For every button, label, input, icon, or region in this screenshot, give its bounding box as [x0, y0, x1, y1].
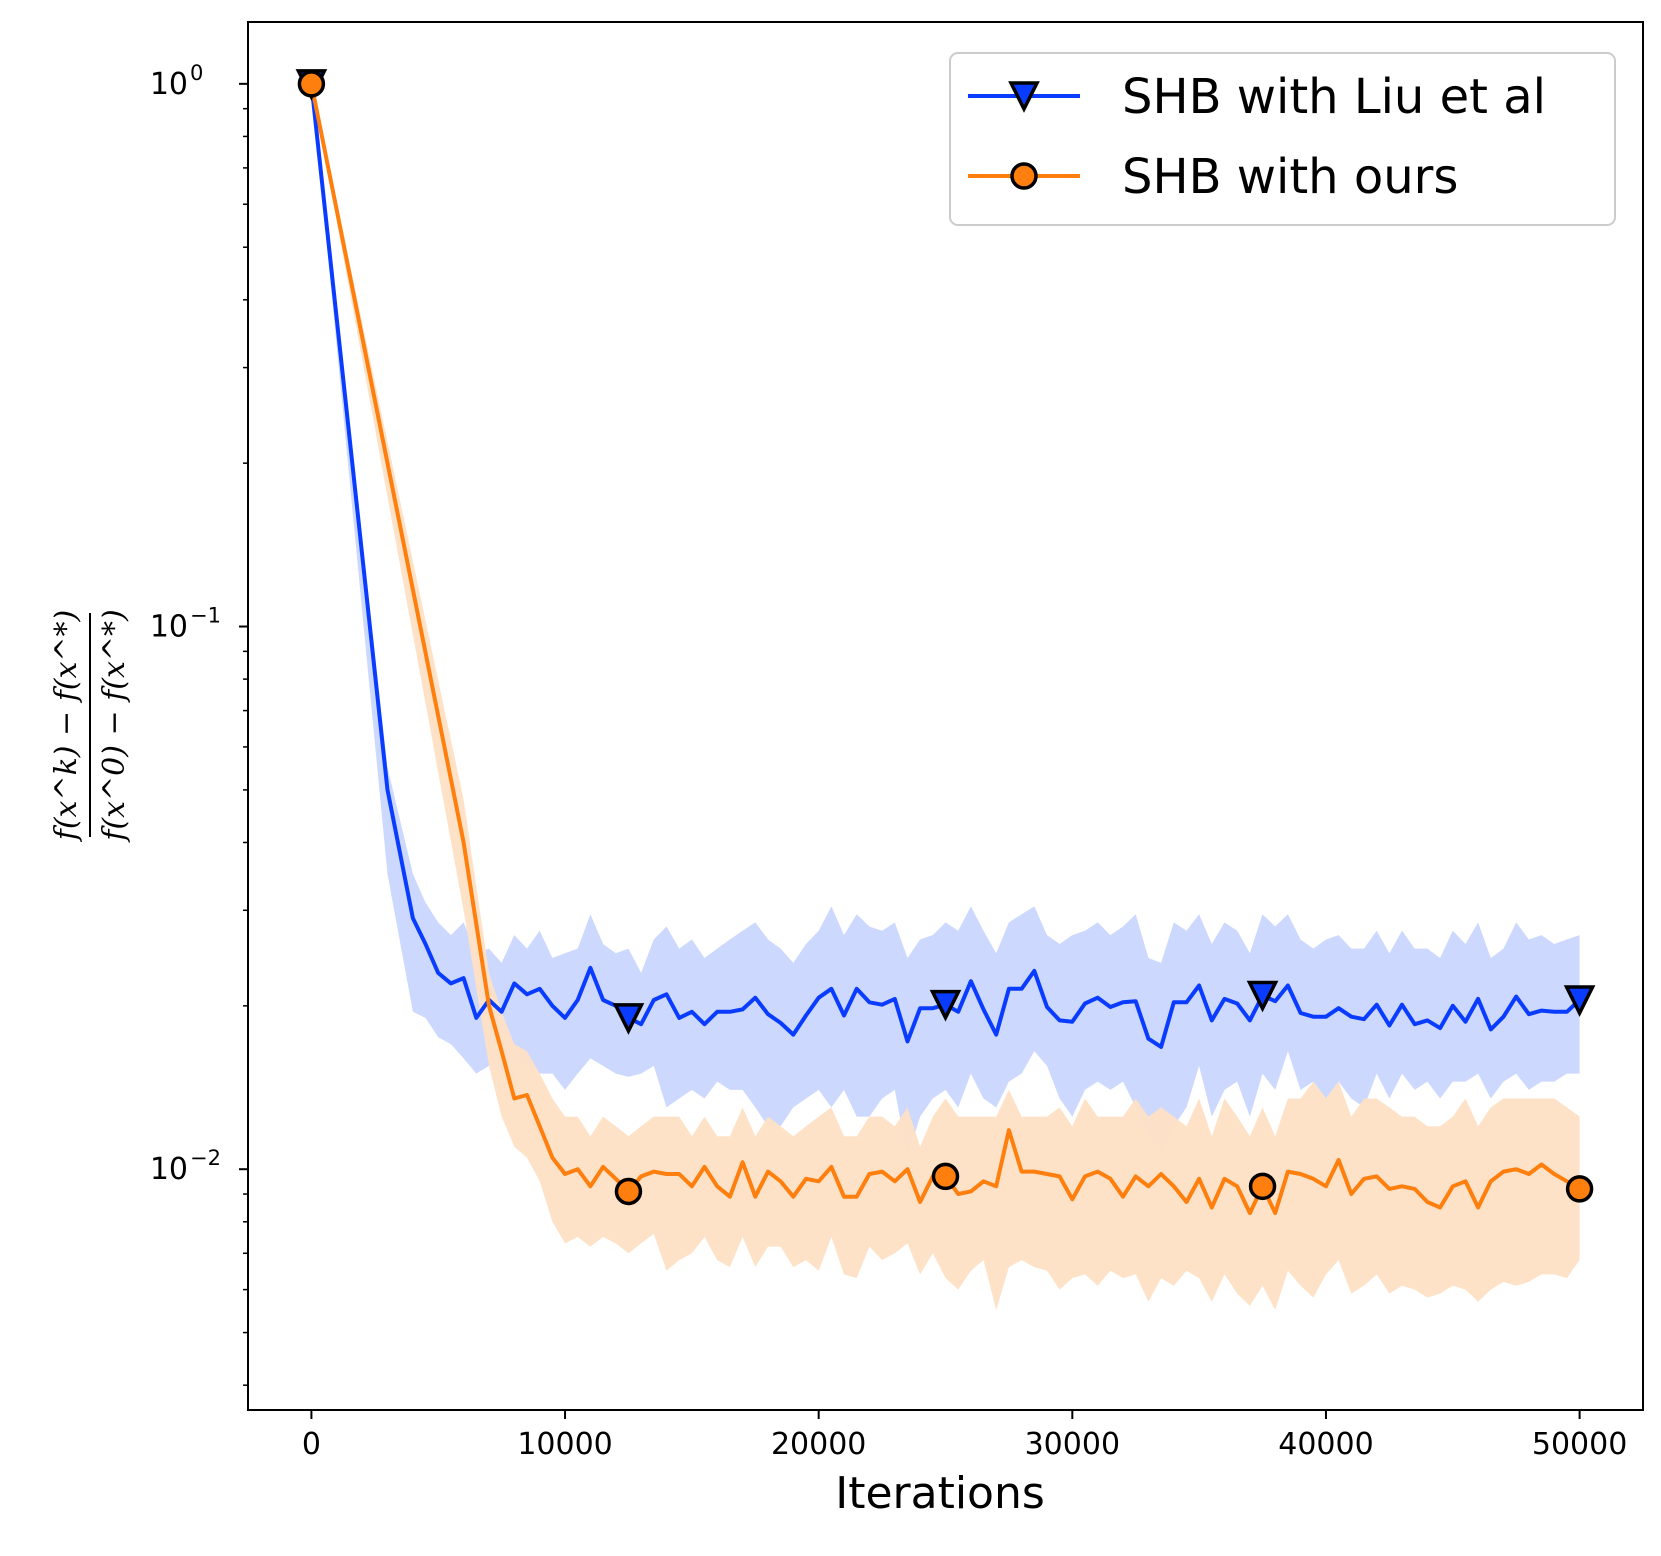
x-tick-label: 40000: [1278, 1427, 1373, 1462]
x-tick-label: 0: [302, 1427, 321, 1462]
legend: SHB with Liu et al SHB with ours: [949, 52, 1616, 226]
y-tick-label: 10: [150, 67, 188, 102]
y-axis-label-denominator: f(x^0) − f(x^*): [97, 609, 132, 842]
y-axis-label: f(x^k) − f(x^*) f(x^0) − f(x^*): [49, 609, 132, 842]
x-tick-label: 50000: [1532, 1427, 1627, 1462]
marker-series-2: [1565, 1175, 1594, 1203]
legend-label: SHB with Liu et al: [1122, 69, 1546, 125]
y-tick-label: 10: [150, 1152, 188, 1187]
x-tick-label: 30000: [1025, 1427, 1120, 1462]
band-series-2: [311, 83, 1580, 1311]
series-lines: [309, 83, 1581, 1216]
marker-series-2: [614, 1177, 643, 1206]
x-tick-label: 20000: [771, 1427, 866, 1462]
marker-series-1: [1246, 980, 1279, 1013]
y-tick-exponent: −2: [190, 1146, 221, 1170]
marker-series-1: [612, 1003, 645, 1035]
marker-series-2: [1248, 1172, 1277, 1201]
confidence-bands: [311, 83, 1580, 1311]
x-axis-label: Iterations: [835, 1468, 1045, 1519]
band-series-1: [311, 83, 1580, 1158]
legend-label: SHB with ours: [1122, 149, 1458, 205]
y-tick-label: 10: [150, 610, 188, 645]
x-axis-ticks: 0 10000 20000 30000 40000 50000: [302, 1410, 1627, 1462]
plot-frame: [247, 21, 1644, 1411]
marker-series-2: [931, 1162, 960, 1191]
legend-frame: [949, 52, 1616, 226]
legend-marker: [1008, 81, 1040, 113]
series-markers: [295, 69, 1596, 1206]
marker-series-1: [1563, 985, 1596, 1017]
y-axis-label-numerator: f(x^k) − f(x^*): [49, 610, 84, 843]
line-series-2: [309, 83, 1581, 1216]
y-tick-exponent: 0: [190, 61, 203, 85]
legend-marker: [1010, 162, 1038, 190]
marker-series-2: [297, 70, 326, 98]
marker-series-1: [929, 989, 962, 1022]
line-series-1: [309, 83, 1581, 1049]
x-tick-label: 10000: [517, 1427, 612, 1462]
y-tick-exponent: −1: [190, 604, 221, 628]
